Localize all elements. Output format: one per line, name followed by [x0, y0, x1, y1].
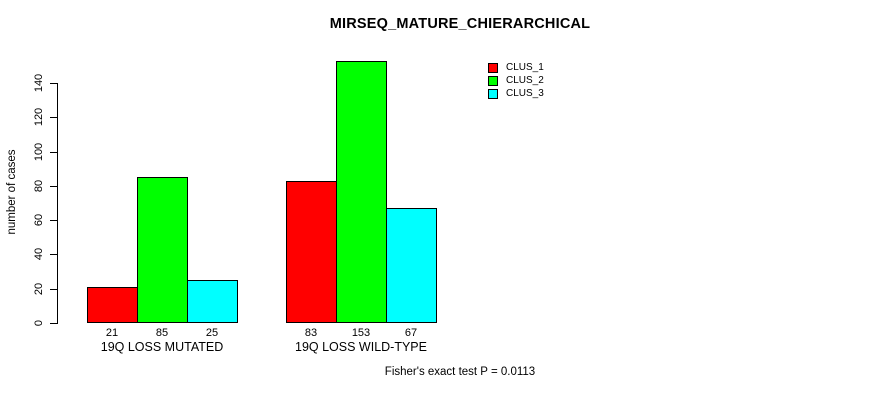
x-category-label: 19Q LOSS WILD-TYPE	[295, 340, 427, 354]
bar-value-label: 25	[205, 327, 219, 339]
bar-value-label: 67	[404, 327, 418, 339]
legend-label: CLUS_1	[506, 62, 544, 73]
y-tick-mark	[50, 83, 57, 84]
y-tick-label: 140	[33, 73, 45, 93]
legend-swatch-clus_3	[488, 89, 498, 99]
legend-label: CLUS_2	[506, 75, 544, 86]
bar-clus_2	[137, 177, 188, 323]
y-tick-label: 0	[33, 319, 45, 327]
y-tick-mark	[50, 323, 57, 324]
y-axis-line	[57, 83, 58, 324]
bar-clus_3	[187, 280, 238, 323]
y-tick-mark	[50, 151, 57, 153]
chart-title: MIRSEQ_MATURE_CHIERARCHICAL	[329, 16, 591, 32]
legend-swatch-clus_2	[488, 76, 498, 86]
legend: CLUS_1 CLUS_2 CLUS_3	[488, 63, 544, 99]
bar-value-label: 85	[155, 327, 169, 339]
bar-clus_2	[336, 60, 387, 323]
y-tick-label: 80	[33, 179, 45, 192]
y-tick-label: 40	[33, 248, 45, 261]
footnote: Fisher's exact test P = 0.0113	[384, 366, 536, 378]
y-tick-mark	[50, 117, 57, 119]
legend-item: CLUS_1	[488, 63, 544, 73]
y-tick-label: 20	[33, 282, 45, 295]
bar-value-label: 153	[351, 327, 371, 339]
bar-clus_1	[286, 180, 337, 323]
bar-clus_3	[386, 208, 437, 323]
bar-value-label: 21	[105, 327, 119, 339]
legend-swatch-clus_1	[488, 63, 498, 73]
y-tick-mark	[50, 288, 57, 290]
y-tick-mark	[50, 254, 57, 256]
bar-clus_1	[87, 287, 138, 323]
y-tick-label: 120	[33, 108, 45, 127]
y-tick-mark	[50, 220, 57, 222]
y-tick-mark	[50, 185, 57, 187]
legend-label: CLUS_3	[506, 88, 544, 99]
legend-item: CLUS_3	[488, 89, 544, 99]
bar-value-label: 83	[304, 327, 318, 339]
y-tick-label: 60	[33, 214, 45, 227]
y-axis-label: number of cases	[6, 149, 18, 235]
legend-item: CLUS_2	[488, 76, 544, 86]
y-tick-label: 100	[33, 142, 45, 161]
x-category-label: 19Q LOSS MUTATED	[100, 340, 224, 354]
